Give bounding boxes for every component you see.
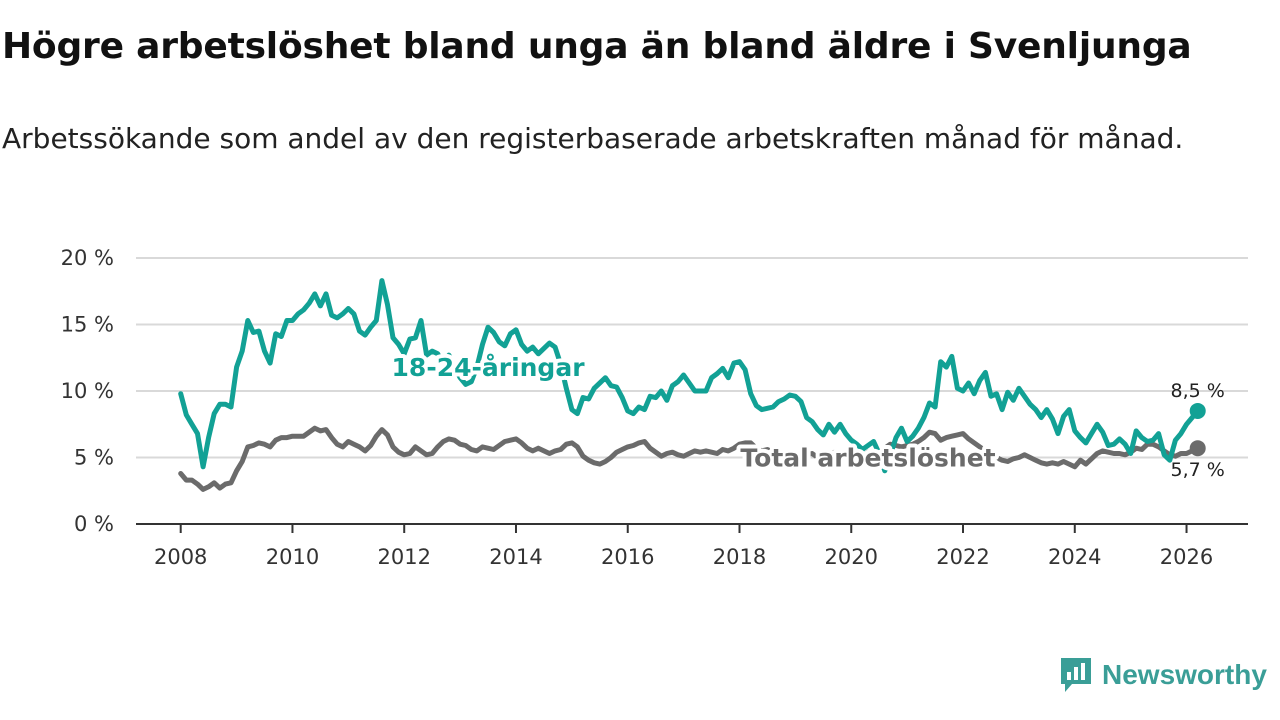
series-label-1: Total arbetslöshet (740, 444, 995, 473)
y-tick-label: 15 % (61, 313, 114, 337)
y-tick-label: 10 % (61, 379, 114, 403)
x-tick-label: 2022 (936, 545, 989, 569)
x-tick-label: 2024 (1048, 545, 1101, 569)
newsworthy-logo-icon (1061, 658, 1091, 692)
x-tick-label: 2018 (713, 545, 766, 569)
end-value-label-1: 5,7 % (1171, 459, 1225, 481)
brand-logo: Newsworthy (1058, 654, 1267, 696)
series-line-1 (178, 425, 1201, 492)
x-tick-label: 2008 (154, 545, 207, 569)
series-label-0: 18-24-åringar (392, 353, 586, 382)
end-value-label-0: 8,5 % (1171, 380, 1225, 402)
y-tick-label: 0 % (74, 512, 114, 536)
chart-subtitle: Arbetssökande som andel av den registerb… (2, 122, 1184, 155)
page-title: Högre arbetslöshet bland unga än bland ä… (2, 26, 1192, 67)
x-tick-label: 2012 (377, 545, 430, 569)
series-line-0 (178, 278, 1201, 474)
x-tick-label: 2016 (601, 545, 654, 569)
x-tick-label: 2010 (266, 545, 319, 569)
y-tick-label: 20 % (61, 246, 114, 270)
end-marker-0 (1189, 402, 1206, 419)
y-tick-label: 5 % (74, 446, 114, 470)
x-tick-label: 2014 (489, 545, 542, 569)
x-tick-label: 2020 (825, 545, 878, 569)
brand-name: Newsworthy (1102, 659, 1267, 690)
x-tick-label: 2026 (1160, 545, 1213, 569)
end-marker-1 (1189, 440, 1206, 457)
